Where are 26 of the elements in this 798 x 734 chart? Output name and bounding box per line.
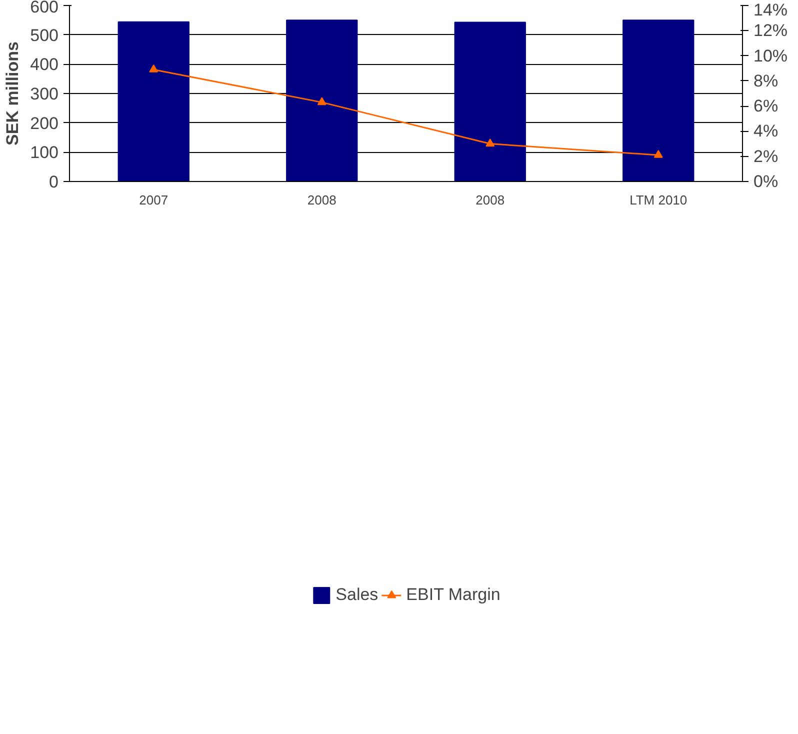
y2-tick-label: 6% <box>754 96 778 116</box>
x-tick-label: 2008 <box>307 192 336 208</box>
y-tick-label: 300 <box>30 84 59 104</box>
y-axis-title: SEK millions <box>3 42 22 146</box>
y-tick-label: 0 <box>49 172 59 192</box>
legend-label: Sales <box>336 585 378 605</box>
y-tick-label: 100 <box>30 143 59 162</box>
y2-tick-label: 10% <box>754 46 788 66</box>
legend-label: EBIT Margin <box>406 585 500 605</box>
y2-tick-label: 0% <box>754 172 778 191</box>
point <box>149 64 158 72</box>
y-tick-label: 600 <box>30 0 59 16</box>
y2-tick-label: 2% <box>754 146 778 166</box>
y2-tick-label: 4% <box>754 122 778 141</box>
y2-tick-label: 14% <box>754 0 788 20</box>
y2-tick-label: 12% <box>754 21 788 40</box>
y2-tick-label: 8% <box>754 71 778 90</box>
x-tick-label: LTM 2010 <box>630 192 688 208</box>
y-tick-label: 400 <box>30 55 59 74</box>
point <box>317 97 326 106</box>
y-tick-label: 500 <box>30 26 59 45</box>
point <box>486 138 495 147</box>
x-tick-label: 2008 <box>476 192 505 208</box>
x-tick-label: 2007 <box>139 192 168 208</box>
y-tick-label: 200 <box>30 114 59 133</box>
point <box>654 150 663 158</box>
